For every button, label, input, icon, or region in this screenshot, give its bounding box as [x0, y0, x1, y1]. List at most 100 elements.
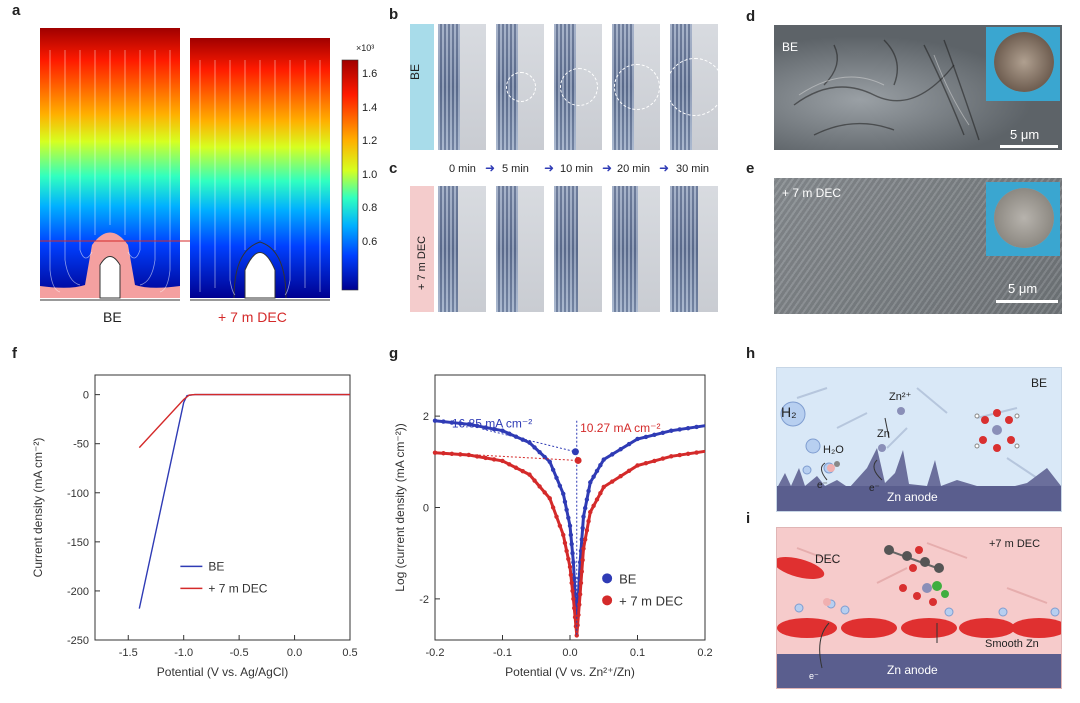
time-label: 5 min — [502, 163, 529, 175]
time-label: 10 min — [560, 163, 594, 175]
bubble-circle — [560, 68, 598, 106]
h2-label: H₂ — [781, 404, 797, 420]
x-tick-label: 0.2 — [697, 647, 712, 659]
data-point — [685, 426, 691, 431]
row-label-be: BE — [408, 63, 422, 80]
data-point — [685, 451, 691, 457]
time-label: 0 min — [449, 163, 476, 175]
data-point — [507, 462, 512, 467]
data-point — [554, 475, 559, 481]
guide-line — [434, 452, 577, 461]
schematic-i: DEC +7 m DEC Smooth Zn e⁻ Zn anode — [776, 527, 1062, 689]
colorbar-multiplier: ×10³ — [356, 43, 375, 53]
data-point — [567, 564, 573, 570]
data-point — [579, 569, 585, 574]
be-corner-label: BE — [1031, 376, 1048, 390]
dec-corner-label: +7 m DEC — [989, 538, 1041, 550]
data-point — [432, 418, 438, 423]
data-point — [569, 541, 574, 547]
data-point — [561, 532, 566, 538]
data-point — [491, 457, 497, 462]
panel-label-d: d — [746, 8, 756, 25]
series-line — [138, 393, 350, 449]
arrow-icon: ➜ — [659, 161, 670, 175]
x-tick-label: -0.2 — [426, 647, 445, 659]
plot-frame — [94, 374, 351, 641]
inset-coin-dec — [986, 182, 1060, 256]
data-point — [542, 490, 547, 495]
data-point — [564, 507, 569, 512]
optical-image-be — [612, 24, 660, 150]
data-point — [562, 540, 568, 546]
x-tick-label: -1.5 — [119, 647, 138, 659]
arrow-icon: ➜ — [602, 161, 613, 175]
x-tick-label: 0.0 — [562, 647, 577, 659]
schematic-h: H₂ H₂O Zn²⁺ Zn e⁻ e⁻ BE Zn anode — [776, 367, 1062, 512]
data-point — [527, 472, 532, 477]
electron-label-i: e⁻ — [809, 671, 819, 681]
intersection-point — [571, 448, 579, 456]
data-point — [572, 614, 578, 620]
data-point — [594, 497, 600, 502]
data-point — [483, 425, 488, 430]
data-point — [601, 484, 606, 490]
data-point — [542, 454, 547, 460]
dec-label: DEC — [815, 552, 841, 566]
data-point — [566, 515, 571, 520]
x-tick-label: 0.0 — [287, 647, 302, 659]
panel-label-c: c — [389, 160, 398, 177]
label-be-a: BE — [103, 309, 122, 325]
data-point — [643, 434, 649, 440]
data-point — [601, 457, 606, 462]
data-point — [575, 622, 580, 628]
data-point — [527, 440, 532, 445]
data-point — [567, 523, 573, 528]
y-axis-label: Log (current density (mA cm⁻²)) — [393, 423, 407, 591]
data-point — [557, 483, 563, 488]
data-point — [500, 428, 505, 433]
y-tick-label: 2 — [423, 411, 429, 423]
x-tick-label: -1.0 — [174, 647, 193, 659]
data-point — [609, 479, 615, 484]
x-tick-label: -0.5 — [230, 647, 249, 659]
legend-label: + 7 m DEC — [619, 593, 683, 608]
colorbar-tick: 1.2 — [362, 135, 378, 147]
panel-label-a: a — [12, 2, 21, 19]
row-label-bg-dec — [410, 186, 434, 312]
chart-g: -0.2 -0.1 0.0 0.1 0.2 2 0 -2 Potential (V vs. Zn… — [393, 374, 713, 679]
colorbar-tick: 1.4 — [362, 101, 378, 114]
time-label: 20 min — [617, 163, 651, 175]
data-point — [566, 556, 571, 562]
label-dec-a: + 7 m DEC — [218, 309, 287, 325]
row-label-bg-be — [410, 24, 434, 150]
data-point — [513, 434, 519, 439]
data-point — [507, 431, 512, 436]
y-tick-label: -50 — [73, 439, 89, 451]
data-point — [557, 523, 563, 528]
optical-image-dec — [438, 186, 486, 312]
bubble-circle — [614, 64, 660, 110]
inset-coin-be — [986, 27, 1060, 101]
sem-label-dec: + 7 m DEC — [782, 186, 842, 200]
data-point — [449, 420, 455, 425]
data-point — [441, 419, 446, 424]
optical-image-be — [438, 24, 486, 150]
h2o-label: H₂O — [823, 444, 844, 456]
data-point — [577, 602, 582, 607]
data-point — [584, 497, 590, 502]
arrow-icon: ➜ — [485, 161, 496, 175]
data-point — [594, 468, 600, 474]
data-point — [572, 576, 577, 581]
data-point — [513, 465, 519, 470]
panel-label-h: h — [746, 345, 756, 362]
series-line — [138, 393, 350, 609]
legend-marker — [602, 595, 613, 606]
legend-label: BE — [619, 571, 637, 586]
zn-anode-label-h: Zn anode — [887, 490, 938, 504]
data-point — [660, 456, 666, 461]
chart-f: -1.5 -1.0 -0.5 0.0 0.5 0 -50 -100 -150 -200 -250 Po… — [31, 374, 358, 679]
y-axis-label: Current density (mA cm⁻²) — [31, 438, 45, 578]
data-point — [626, 441, 632, 447]
sem-image-dec — [774, 178, 1062, 314]
legend-label: BE — [208, 559, 224, 573]
